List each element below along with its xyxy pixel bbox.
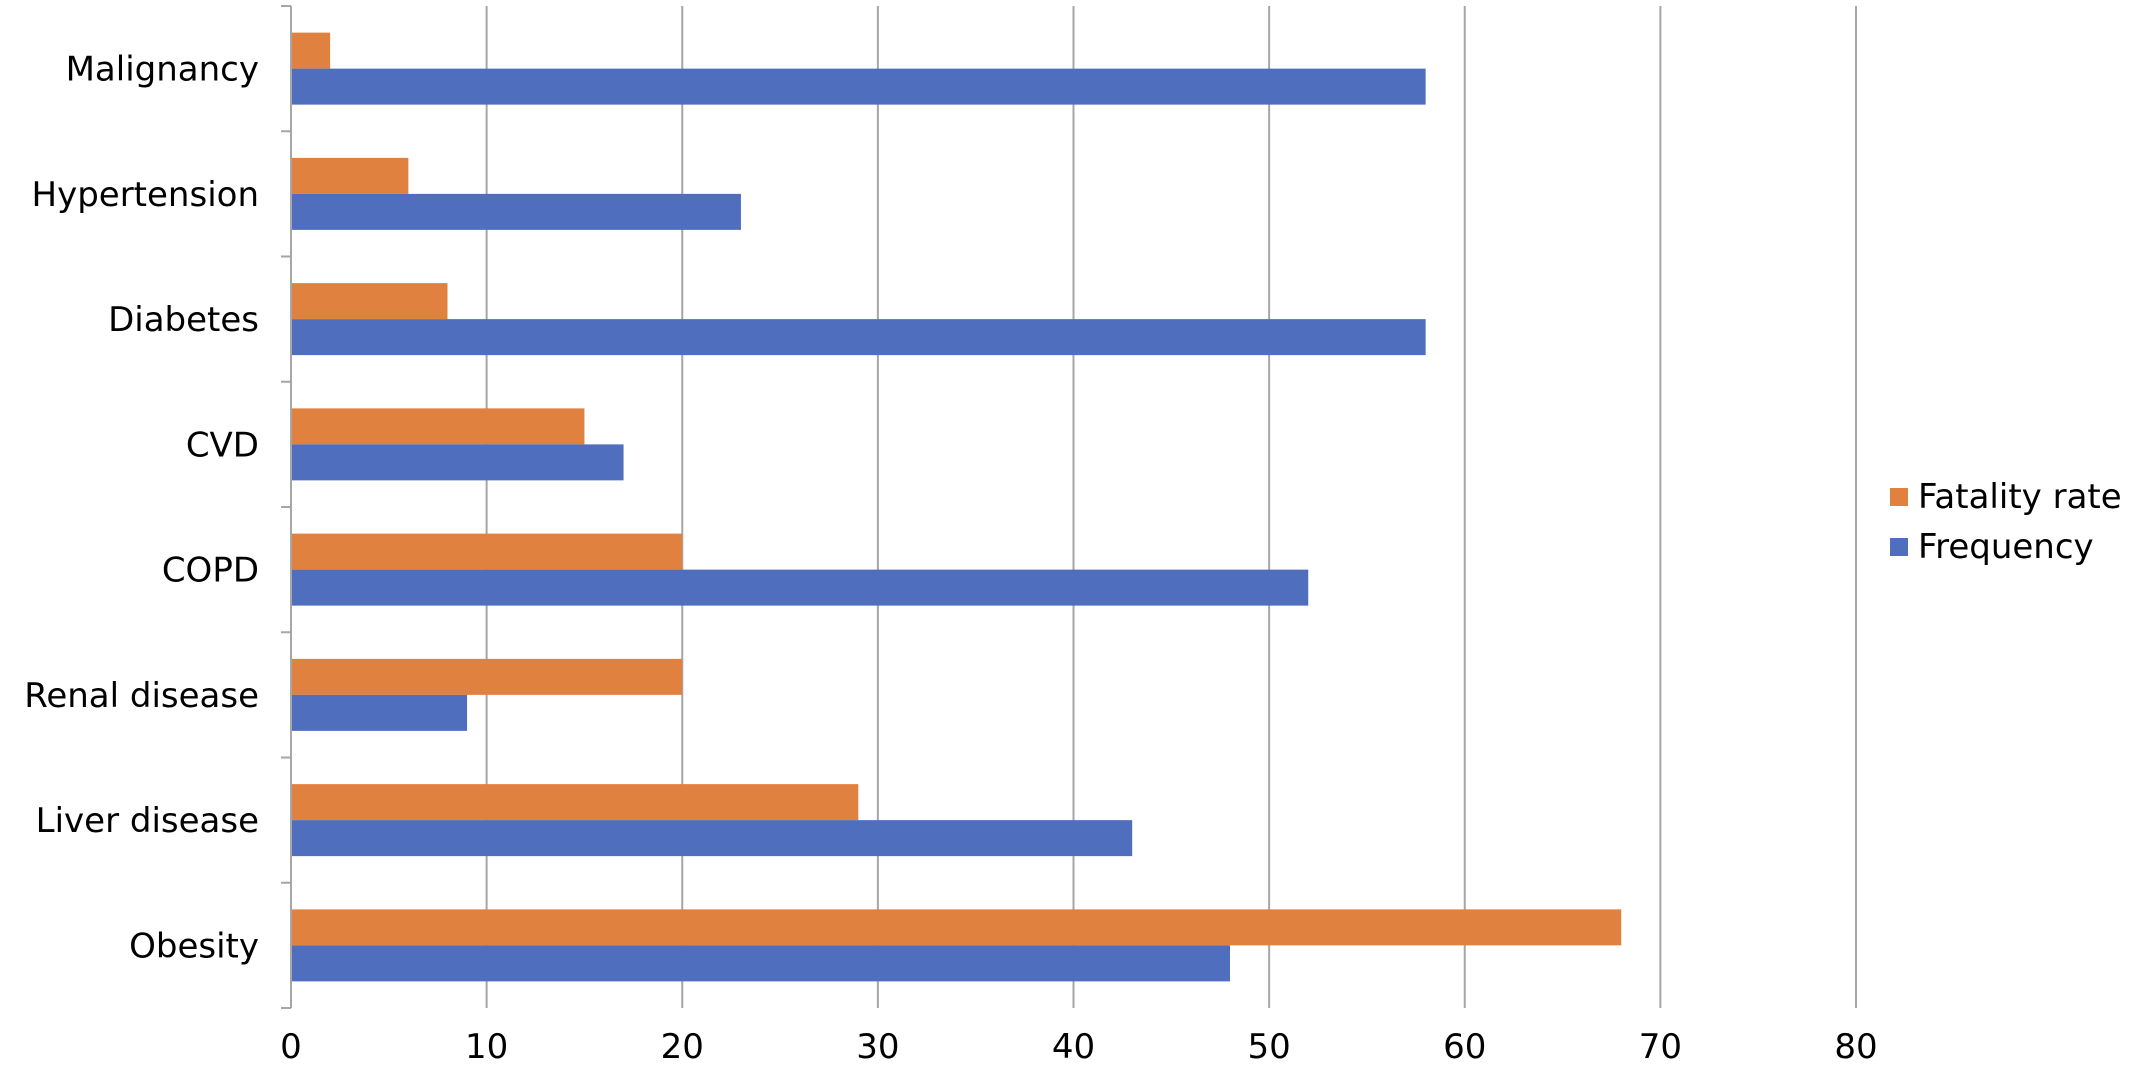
bar-fatality-rate-hypertension	[291, 157, 409, 194]
x-tick-label-0: 0	[280, 1027, 302, 1067]
category-label-malignancy: Malignancy	[66, 50, 259, 90]
bar-fatality-rate-renal-disease	[291, 658, 683, 695]
legend-swatch-frequency	[1890, 538, 1908, 556]
bar-fatality-rate-obesity	[291, 909, 1622, 946]
x-tick-label-80: 80	[1834, 1027, 1877, 1067]
bar-frequency-obesity	[291, 945, 1230, 982]
legend-label-frequency: Frequency	[1918, 527, 2094, 567]
legend-label-fatality-rate: Fatality rate	[1918, 477, 2122, 517]
bar-frequency-renal-disease	[291, 694, 468, 731]
x-tick-label-10: 10	[465, 1027, 508, 1067]
bar-frequency-hypertension	[291, 193, 741, 230]
bar-fatality-rate-cvd	[291, 408, 585, 445]
labels: 0 10 20 30 40 50 60 70 80 Obesity Liver disease Ren…	[24, 50, 1877, 1067]
category-label-hypertension: Hypertension	[32, 175, 259, 215]
gridlines	[485, 6, 1857, 1008]
x-tick-label-70: 70	[1639, 1027, 1682, 1067]
bar-frequency-diabetes	[291, 319, 1426, 356]
bar-frequency-liver-disease	[291, 820, 1133, 857]
bar-fatality-rate-copd	[291, 533, 683, 570]
category-label-cvd: CVD	[186, 425, 259, 465]
x-tick-label-60: 60	[1443, 1027, 1486, 1067]
legend: Fatality rate Frequency	[1890, 477, 2122, 567]
x-tick-label-50: 50	[1247, 1027, 1290, 1067]
x-tick-label-40: 40	[1052, 1027, 1095, 1067]
category-label-liver-disease: Liver disease	[36, 801, 259, 841]
category-label-renal-disease: Renal disease	[24, 676, 259, 716]
bar-fatality-rate-diabetes	[291, 283, 448, 320]
bars	[291, 32, 1622, 982]
category-label-copd: COPD	[162, 551, 259, 591]
bar-fatality-rate-malignancy	[291, 32, 331, 69]
legend-swatch-fatality-rate	[1890, 488, 1908, 506]
bar-fatality-rate-liver-disease	[291, 784, 859, 821]
x-tick-label-30: 30	[856, 1027, 899, 1067]
category-label-obesity: Obesity	[129, 926, 259, 966]
bar-frequency-malignancy	[291, 68, 1426, 105]
axes	[281, 5, 292, 1009]
bar-frequency-copd	[291, 569, 1309, 606]
bar-frequency-cvd	[291, 444, 624, 481]
category-label-diabetes: Diabetes	[108, 300, 259, 340]
x-tick-label-20: 20	[661, 1027, 704, 1067]
